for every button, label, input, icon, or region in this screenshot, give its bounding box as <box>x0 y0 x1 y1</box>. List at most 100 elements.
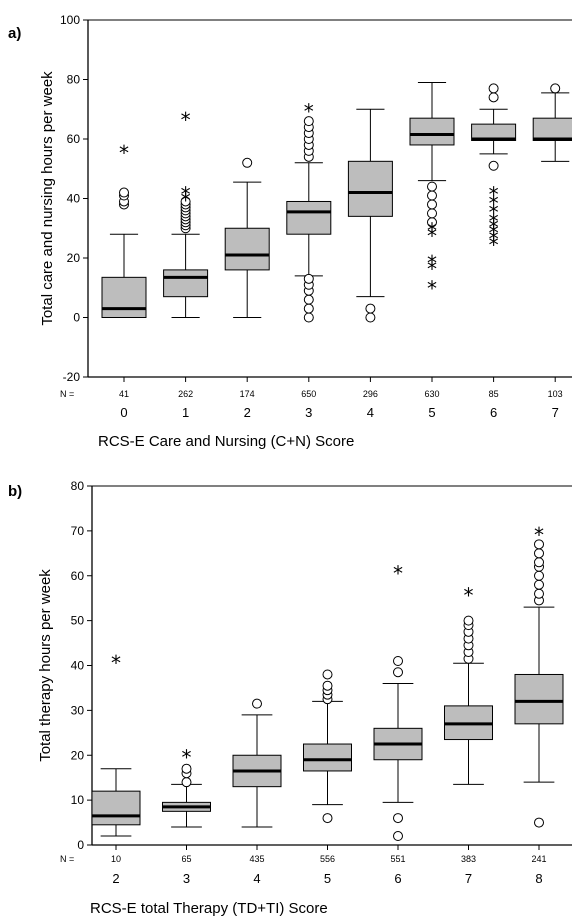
x-category-label: 5 <box>324 871 331 886</box>
y-tick-label: 0 <box>73 311 80 325</box>
n-count-label: 650 <box>301 389 316 399</box>
y-tick-label: 60 <box>67 132 81 146</box>
outlier-point <box>303 116 314 127</box>
outlier-point <box>119 187 129 198</box>
outlier-point <box>303 312 314 323</box>
extreme-point: * <box>534 523 544 547</box>
extreme-point: * <box>489 215 499 239</box>
extreme-point: * <box>393 561 403 585</box>
outlier-point <box>322 669 333 680</box>
n-count-label: 383 <box>461 854 476 864</box>
outlier-point <box>393 831 403 842</box>
n-count-label: 630 <box>424 389 439 399</box>
outlier-point <box>550 83 561 94</box>
extreme-point: * <box>181 189 191 213</box>
outlier-point <box>393 813 403 824</box>
x-category-label: 4 <box>253 871 260 886</box>
y-tick-label: 50 <box>71 614 85 628</box>
n-count-label: 174 <box>240 389 255 399</box>
n-count-label: 241 <box>531 854 546 864</box>
n-prefix-label: N = <box>60 854 74 864</box>
extreme-point: * <box>111 651 121 675</box>
x-category-label: 5 <box>428 405 435 420</box>
x-category-label: 4 <box>367 405 374 420</box>
n-count-label: 65 <box>181 854 191 864</box>
extreme-point: * <box>489 221 499 245</box>
outlier-point <box>488 160 499 171</box>
outlier-point <box>322 813 333 824</box>
extreme-point: * <box>181 183 191 207</box>
x-category-label: 8 <box>535 871 542 886</box>
extreme-point: * <box>489 200 499 224</box>
box <box>514 673 564 725</box>
n-count-label: 262 <box>178 389 193 399</box>
extreme-point: * <box>489 233 499 257</box>
outlier-point <box>463 615 474 626</box>
n-count-label: 296 <box>363 389 378 399</box>
outlier-point <box>393 656 403 667</box>
outlier-point <box>365 303 376 314</box>
y-axis-title: Total therapy hours per week <box>37 569 54 762</box>
outlier-point <box>534 539 544 550</box>
box <box>286 200 332 235</box>
n-count-label: 10 <box>111 854 121 864</box>
box <box>409 117 455 146</box>
y-tick-label: 20 <box>71 748 85 762</box>
extreme-point: * <box>427 218 437 242</box>
outlier-point <box>534 588 544 599</box>
outlier-point <box>242 157 253 168</box>
y-tick-label: 80 <box>67 73 81 87</box>
extreme-point: * <box>489 227 499 251</box>
extreme-point: * <box>489 183 499 207</box>
n-count-label: 103 <box>548 389 563 399</box>
y-tick-label: 70 <box>71 524 85 538</box>
outlier-point <box>322 680 333 691</box>
box <box>303 743 352 772</box>
box <box>224 227 270 271</box>
n-prefix-label: N = <box>60 389 74 399</box>
n-count-label: 41 <box>119 389 129 399</box>
extreme-point: * <box>119 141 129 165</box>
panel-label: a) <box>8 25 21 42</box>
extreme-point: * <box>304 99 314 123</box>
extreme-point: * <box>489 191 499 215</box>
x-category-label: 1 <box>182 405 189 420</box>
extreme-point: * <box>182 745 192 769</box>
outlier-point <box>303 273 314 284</box>
x-axis-title: RCS-E total Therapy (TD+TI) Score <box>90 900 328 917</box>
x-category-label: 7 <box>552 405 559 420</box>
n-count-label: 551 <box>390 854 405 864</box>
outlier-point <box>393 667 403 678</box>
n-count-label: 435 <box>249 854 264 864</box>
y-tick-label: 60 <box>71 569 85 583</box>
x-category-label: 3 <box>183 871 190 886</box>
box <box>347 160 393 217</box>
y-tick-label: 80 <box>71 479 85 493</box>
outlier-point <box>488 92 499 103</box>
outlier-point <box>427 190 437 201</box>
outlier-point <box>534 579 544 590</box>
y-axis-title: Total care and nursing hours per week <box>39 71 56 326</box>
outlier-point <box>488 83 499 94</box>
outlier-point <box>303 303 314 314</box>
y-tick-label: 0 <box>77 838 84 852</box>
x-category-label: 3 <box>305 405 312 420</box>
y-tick-label: 30 <box>71 703 85 717</box>
y-tick-label: 40 <box>71 659 85 673</box>
outlier-point <box>427 181 437 192</box>
box <box>101 276 147 318</box>
extreme-point: * <box>427 224 437 248</box>
box <box>91 790 141 826</box>
n-count-label: 556 <box>320 854 335 864</box>
outlier-point <box>180 196 191 207</box>
y-tick-label: 40 <box>67 192 81 206</box>
outlier-point <box>534 557 544 568</box>
extreme-point: * <box>427 251 437 275</box>
outlier-point <box>534 570 544 581</box>
x-axis-title: RCS-E Care and Nursing (C+N) Score <box>98 433 354 450</box>
n-count-label: 85 <box>489 389 499 399</box>
x-category-label: 7 <box>465 871 472 886</box>
extreme-point: * <box>181 108 191 132</box>
outlier-point <box>303 294 314 305</box>
